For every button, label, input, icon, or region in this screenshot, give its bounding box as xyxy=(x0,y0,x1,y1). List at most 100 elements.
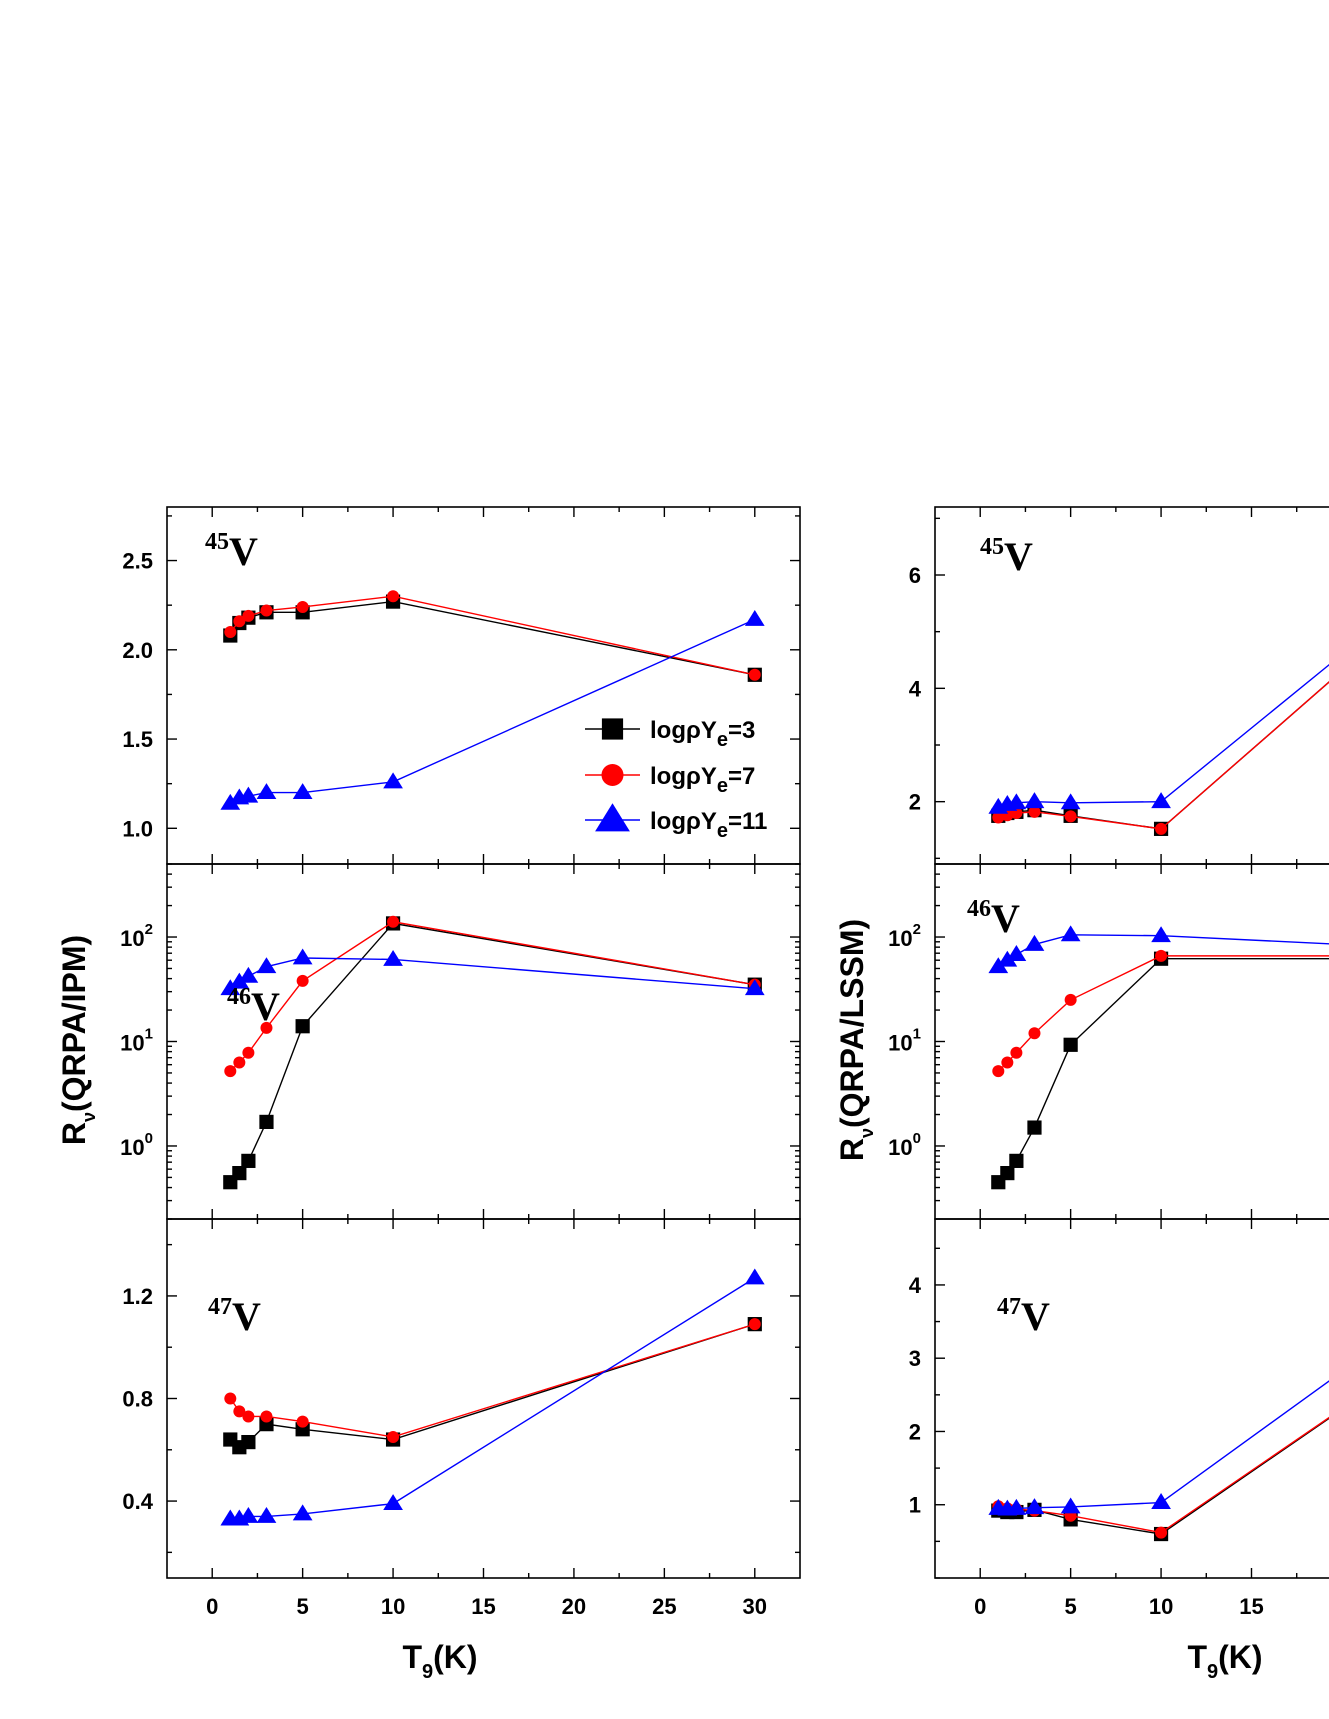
y-tick-exponent: 2 xyxy=(913,921,921,938)
data-point-log11 xyxy=(292,1504,313,1521)
y-tick-exponent: 1 xyxy=(145,1026,153,1043)
nucleus-mass: 46 xyxy=(227,984,251,1010)
data-point-log7 xyxy=(992,811,1005,824)
y-tick-label: 0.8 xyxy=(122,1387,153,1412)
data-point-log7 xyxy=(242,1046,255,1059)
legend-label-main: logρY xyxy=(650,808,717,835)
x-tick-label: 30 xyxy=(743,1594,767,1619)
data-point-log11 xyxy=(383,1494,403,1511)
data-point-log7 xyxy=(260,1410,273,1423)
legend-marker xyxy=(595,803,630,832)
data-point-log11 xyxy=(292,948,313,965)
data-point-log7 xyxy=(1155,822,1168,835)
data-point-log11 xyxy=(238,786,259,803)
data-point-log11 xyxy=(744,1268,765,1285)
data-point-log11 xyxy=(1060,793,1081,810)
data-point-log7 xyxy=(233,1056,246,1069)
data-point-log11 xyxy=(744,609,765,626)
data-point-log11 xyxy=(744,979,765,996)
data-point-log7 xyxy=(1155,1526,1168,1539)
y-title-suffix: (QRPA/IPM) xyxy=(56,935,92,1112)
data-point-log7 xyxy=(387,1430,400,1443)
y-tick-exponent: 1 xyxy=(913,1026,921,1043)
legend-label: logρYe=7 xyxy=(650,763,755,797)
x-tick-label: 10 xyxy=(381,1594,405,1619)
data-point-log11 xyxy=(383,772,403,789)
legend-marker xyxy=(601,718,624,740)
data-point-log11 xyxy=(383,949,403,966)
data-point-log11 xyxy=(256,783,277,800)
y-tick-base: 10 xyxy=(120,1031,144,1056)
x-title-main: T xyxy=(402,1639,422,1675)
nucleus-label: 47V xyxy=(997,1294,1050,1339)
x-axis-title: T9(K) xyxy=(1187,1639,1262,1683)
data-point-log7 xyxy=(748,1318,761,1331)
panel-47V: 1 2 3 4 47V xyxy=(909,1218,1329,1579)
chart-right: 24645V10010110246V123447V05101520T9(K)Rν… xyxy=(834,506,1329,1683)
data-point-log7 xyxy=(1155,949,1168,962)
data-point-log7 xyxy=(242,1410,255,1423)
data-point-log7 xyxy=(1001,1056,1014,1069)
data-point-log3 xyxy=(232,1166,247,1181)
data-point-log3 xyxy=(1009,1153,1024,1168)
nucleus-mass: 45 xyxy=(205,529,229,555)
series-log11 xyxy=(220,948,765,996)
data-point-log11 xyxy=(238,1506,259,1523)
y-tick-exponent: 2 xyxy=(145,921,153,938)
data-point-log11 xyxy=(1006,793,1027,810)
series-log11 xyxy=(988,663,1329,814)
y-tick-label: 4 xyxy=(909,1273,922,1298)
data-point-log11 xyxy=(988,957,1009,974)
nucleus-mass: 45 xyxy=(980,534,1004,560)
y-tick-base: 10 xyxy=(888,1135,912,1160)
data-point-log7 xyxy=(233,1405,246,1418)
data-point-log11 xyxy=(997,950,1018,967)
nucleus-mass: 47 xyxy=(208,1294,232,1320)
data-point-log11 xyxy=(1060,1497,1081,1514)
data-point-log11 xyxy=(256,1506,277,1523)
data-point-log3 xyxy=(1000,1166,1015,1181)
data-point-log7 xyxy=(260,604,273,617)
panel-47V: 0.4 0.8 1.2 47V xyxy=(122,1218,801,1579)
nucleus-mass: 46 xyxy=(967,896,991,922)
nucleus-label: 46V xyxy=(227,984,280,1029)
data-point-log7 xyxy=(296,1415,309,1428)
y-title-sub: ν xyxy=(857,1128,877,1138)
data-point-log7 xyxy=(296,974,309,987)
y-tick-label: 1.2 xyxy=(122,1284,153,1309)
data-point-log11 xyxy=(229,972,250,989)
data-point-log7 xyxy=(387,590,400,603)
y-tick-exponent: 0 xyxy=(145,1130,153,1147)
nucleus-symbol: V xyxy=(1004,534,1033,579)
y-tick-label: 1.0 xyxy=(122,816,153,841)
y-tick-label: 101 xyxy=(888,1026,921,1056)
y-tick-base: 10 xyxy=(120,1135,144,1160)
data-point-log7 xyxy=(224,1392,237,1405)
data-point-log7 xyxy=(387,915,400,928)
series-log11 xyxy=(220,609,765,810)
y-tick-label: 100 xyxy=(120,1130,153,1160)
y-tick-label: 3 xyxy=(909,1346,921,1371)
data-point-log3 xyxy=(1063,1037,1078,1052)
y-tick-label: 4 xyxy=(909,676,922,701)
data-point-log7 xyxy=(1064,810,1077,823)
nucleus-symbol: V xyxy=(251,984,280,1029)
y-title-sub: ν xyxy=(79,1112,99,1122)
chart-content: 24645V10010110246V123447V05101520T9(K)Rν… xyxy=(834,506,1329,1683)
y-tick-label: 2.0 xyxy=(122,638,153,663)
x-tick-label: 15 xyxy=(471,1594,495,1619)
x-tick-label: 15 xyxy=(1239,1594,1263,1619)
x-tick-label: 10 xyxy=(1149,1594,1173,1619)
y-title-main: R xyxy=(56,1122,92,1145)
legend-label-suffix: =11 xyxy=(728,808,767,835)
data-point-log3 xyxy=(295,1019,310,1034)
data-point-log11 xyxy=(1151,792,1171,809)
data-point-log7 xyxy=(992,1065,1005,1078)
legend-label-sub: e xyxy=(717,820,728,842)
y-tick-base: 10 xyxy=(888,926,912,951)
legend-entry-log7: logρYe=7 xyxy=(585,763,755,797)
